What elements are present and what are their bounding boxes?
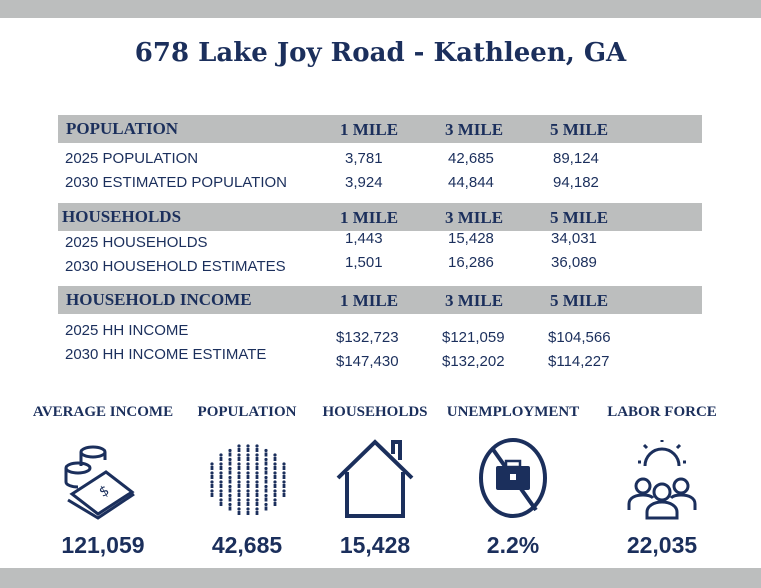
section-header: HOUSEHOLDS <box>62 207 182 226</box>
row-label: 2030 HOUSEHOLD ESTIMATES <box>65 258 286 275</box>
crowd-icon <box>210 444 286 515</box>
svg-text:$: $ <box>97 482 113 500</box>
row-value: $114,227 <box>548 353 610 370</box>
row-value: $132,723 <box>336 329 399 346</box>
row-value: 42,685 <box>448 150 494 167</box>
column-header: 3 MILE <box>445 291 504 310</box>
row-label: 2025 HOUSEHOLDS <box>65 234 208 251</box>
row-value: $104,566 <box>548 329 611 346</box>
row-value: 94,182 <box>553 174 599 191</box>
stat-value: 121,059 <box>61 532 145 558</box>
column-header: 5 MILE <box>550 120 609 139</box>
section-header: HOUSEHOLD INCOME <box>66 290 252 309</box>
row-value: 36,089 <box>551 254 597 271</box>
column-header: 1 MILE <box>340 120 399 139</box>
section-header-band <box>58 115 702 143</box>
row-label: 2030 HH INCOME ESTIMATE <box>65 346 267 363</box>
row-value: 1,501 <box>345 254 383 271</box>
row-value: $121,059 <box>442 329 505 346</box>
page-title: 678 Lake Joy Road - Kathleen, GA <box>134 38 627 68</box>
column-header: 3 MILE <box>445 120 504 139</box>
money-coins-icon: $ <box>64 445 135 520</box>
section-header: POPULATION <box>66 119 179 138</box>
row-value: $132,202 <box>442 353 505 370</box>
row-value: 3,924 <box>345 174 383 191</box>
stat-value: 15,428 <box>339 532 411 558</box>
stat-value: 42,685 <box>211 532 283 558</box>
row-label: 2030 ESTIMATED POPULATION <box>65 174 288 191</box>
house-icon <box>336 439 414 518</box>
row-value: $147,430 <box>336 353 399 370</box>
column-header: 3 MILE <box>445 208 504 227</box>
row-value: 3,781 <box>345 150 383 167</box>
no-briefcase-icon <box>479 438 547 518</box>
column-header: 5 MILE <box>550 208 609 227</box>
row-label: 2025 HH INCOME <box>65 322 189 339</box>
section-header-band <box>58 203 702 231</box>
row-value: 16,286 <box>448 254 494 271</box>
section-header-band <box>58 286 702 314</box>
row-value: 89,124 <box>553 150 599 167</box>
stat-label: POPULATION <box>197 404 297 420</box>
stat-value: 22,035 <box>626 532 698 558</box>
row-value: 44,844 <box>448 174 494 191</box>
column-header: 1 MILE <box>340 208 399 227</box>
team-gear-icon <box>627 440 697 520</box>
top-bar <box>0 0 761 18</box>
stat-value: 2.2% <box>486 532 540 558</box>
stat-label: AVERAGE INCOME <box>32 404 174 420</box>
stat-label: HOUSEHOLDS <box>322 404 428 420</box>
row-value: 15,428 <box>448 230 494 247</box>
row-value: 1,443 <box>345 230 383 247</box>
stat-label: UNEMPLOYMENT <box>446 404 580 420</box>
row-label: 2025 POPULATION <box>65 150 199 167</box>
stat-label: LABOR FORCE <box>607 404 717 420</box>
bottom-bar <box>0 568 761 588</box>
column-header: 1 MILE <box>340 291 399 310</box>
column-header: 5 MILE <box>550 291 609 310</box>
row-value: 34,031 <box>551 230 597 247</box>
